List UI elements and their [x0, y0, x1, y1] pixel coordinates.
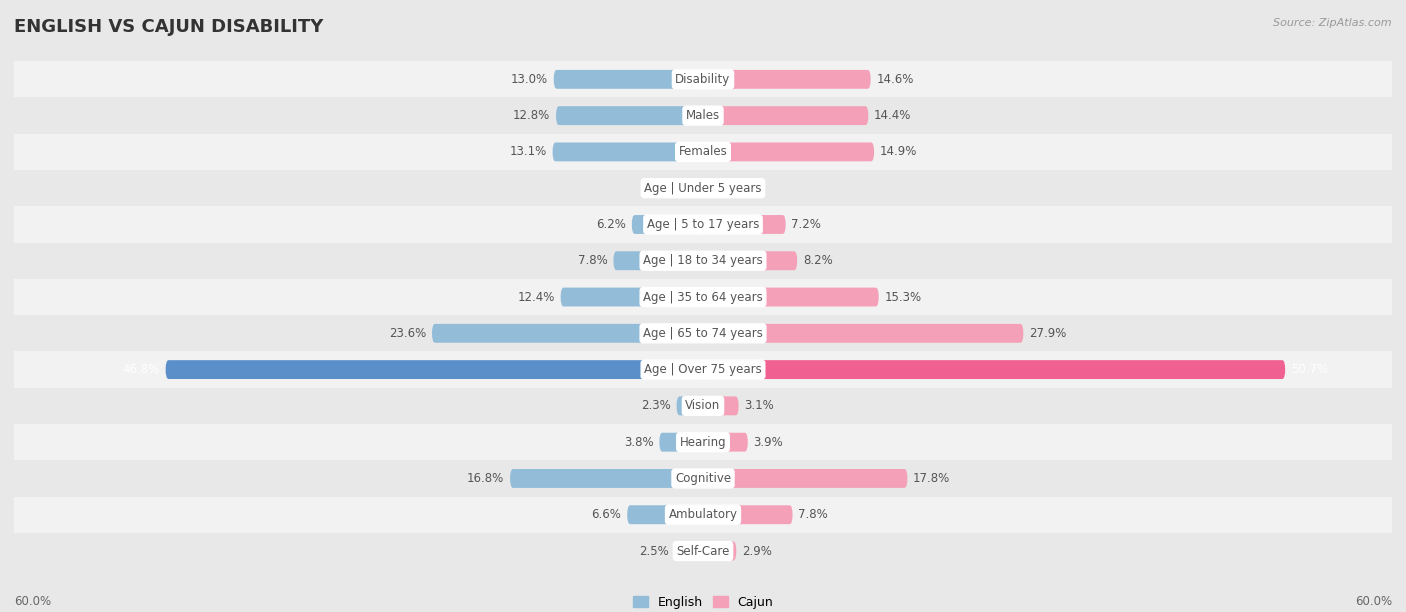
- FancyBboxPatch shape: [0, 388, 1406, 424]
- Text: Self-Care: Self-Care: [676, 545, 730, 558]
- Text: 15.3%: 15.3%: [884, 291, 921, 304]
- Text: 12.4%: 12.4%: [517, 291, 555, 304]
- Text: 60.0%: 60.0%: [1355, 595, 1392, 608]
- FancyBboxPatch shape: [0, 460, 1406, 496]
- FancyBboxPatch shape: [0, 242, 1406, 279]
- Text: Hearing: Hearing: [679, 436, 727, 449]
- FancyBboxPatch shape: [554, 70, 703, 89]
- Text: 7.8%: 7.8%: [578, 254, 607, 267]
- Text: 7.8%: 7.8%: [799, 508, 828, 521]
- FancyBboxPatch shape: [703, 288, 879, 307]
- Text: 2.9%: 2.9%: [742, 545, 772, 558]
- FancyBboxPatch shape: [703, 179, 721, 198]
- Text: 13.1%: 13.1%: [509, 146, 547, 159]
- FancyBboxPatch shape: [631, 215, 703, 234]
- Text: Ambulatory: Ambulatory: [668, 508, 738, 521]
- Text: Disability: Disability: [675, 73, 731, 86]
- Text: Vision: Vision: [685, 400, 721, 412]
- FancyBboxPatch shape: [703, 542, 737, 561]
- Text: 7.2%: 7.2%: [792, 218, 821, 231]
- Text: 13.0%: 13.0%: [510, 73, 548, 86]
- Text: 16.8%: 16.8%: [467, 472, 505, 485]
- FancyBboxPatch shape: [703, 324, 1024, 343]
- Text: 14.9%: 14.9%: [880, 146, 917, 159]
- FancyBboxPatch shape: [703, 506, 793, 524]
- FancyBboxPatch shape: [676, 397, 703, 416]
- Text: Source: ZipAtlas.com: Source: ZipAtlas.com: [1274, 18, 1392, 28]
- FancyBboxPatch shape: [703, 469, 907, 488]
- FancyBboxPatch shape: [510, 469, 703, 488]
- Text: 8.2%: 8.2%: [803, 254, 832, 267]
- FancyBboxPatch shape: [0, 533, 1406, 569]
- Text: 6.6%: 6.6%: [592, 508, 621, 521]
- FancyBboxPatch shape: [703, 433, 748, 452]
- Text: 6.2%: 6.2%: [596, 218, 626, 231]
- Text: 14.4%: 14.4%: [875, 109, 911, 122]
- FancyBboxPatch shape: [0, 315, 1406, 351]
- Text: 1.7%: 1.7%: [648, 182, 678, 195]
- FancyBboxPatch shape: [703, 360, 1285, 379]
- Text: 3.9%: 3.9%: [754, 436, 783, 449]
- FancyBboxPatch shape: [703, 252, 797, 270]
- Text: 2.3%: 2.3%: [641, 400, 671, 412]
- FancyBboxPatch shape: [703, 106, 869, 125]
- FancyBboxPatch shape: [703, 143, 875, 162]
- FancyBboxPatch shape: [0, 206, 1406, 242]
- FancyBboxPatch shape: [0, 424, 1406, 460]
- Text: 12.8%: 12.8%: [513, 109, 550, 122]
- Text: 50.7%: 50.7%: [1291, 363, 1329, 376]
- Text: Age | 35 to 64 years: Age | 35 to 64 years: [643, 291, 763, 304]
- FancyBboxPatch shape: [432, 324, 703, 343]
- FancyBboxPatch shape: [555, 106, 703, 125]
- FancyBboxPatch shape: [703, 70, 870, 89]
- FancyBboxPatch shape: [683, 179, 703, 198]
- FancyBboxPatch shape: [166, 360, 703, 379]
- Text: 3.1%: 3.1%: [744, 400, 775, 412]
- Text: Age | 5 to 17 years: Age | 5 to 17 years: [647, 218, 759, 231]
- FancyBboxPatch shape: [675, 542, 703, 561]
- Text: 46.8%: 46.8%: [122, 363, 160, 376]
- Text: 23.6%: 23.6%: [389, 327, 426, 340]
- Text: Males: Males: [686, 109, 720, 122]
- Text: 60.0%: 60.0%: [14, 595, 51, 608]
- Text: 14.6%: 14.6%: [876, 73, 914, 86]
- Text: Females: Females: [679, 146, 727, 159]
- FancyBboxPatch shape: [703, 215, 786, 234]
- FancyBboxPatch shape: [553, 143, 703, 162]
- FancyBboxPatch shape: [0, 134, 1406, 170]
- FancyBboxPatch shape: [703, 397, 738, 416]
- Text: Age | Over 75 years: Age | Over 75 years: [644, 363, 762, 376]
- FancyBboxPatch shape: [0, 496, 1406, 533]
- FancyBboxPatch shape: [0, 97, 1406, 134]
- Text: Cognitive: Cognitive: [675, 472, 731, 485]
- Text: ENGLISH VS CAJUN DISABILITY: ENGLISH VS CAJUN DISABILITY: [14, 18, 323, 36]
- Text: 27.9%: 27.9%: [1029, 327, 1067, 340]
- Text: Age | 18 to 34 years: Age | 18 to 34 years: [643, 254, 763, 267]
- FancyBboxPatch shape: [627, 506, 703, 524]
- Text: Age | Under 5 years: Age | Under 5 years: [644, 182, 762, 195]
- FancyBboxPatch shape: [0, 61, 1406, 97]
- Text: 1.6%: 1.6%: [727, 182, 756, 195]
- Text: 3.8%: 3.8%: [624, 436, 654, 449]
- Text: 17.8%: 17.8%: [912, 472, 950, 485]
- FancyBboxPatch shape: [0, 351, 1406, 388]
- FancyBboxPatch shape: [0, 279, 1406, 315]
- Text: 2.5%: 2.5%: [638, 545, 669, 558]
- Legend: English, Cajun: English, Cajun: [633, 595, 773, 608]
- FancyBboxPatch shape: [561, 288, 703, 307]
- FancyBboxPatch shape: [613, 252, 703, 270]
- Text: Age | 65 to 74 years: Age | 65 to 74 years: [643, 327, 763, 340]
- FancyBboxPatch shape: [0, 170, 1406, 206]
- FancyBboxPatch shape: [659, 433, 703, 452]
